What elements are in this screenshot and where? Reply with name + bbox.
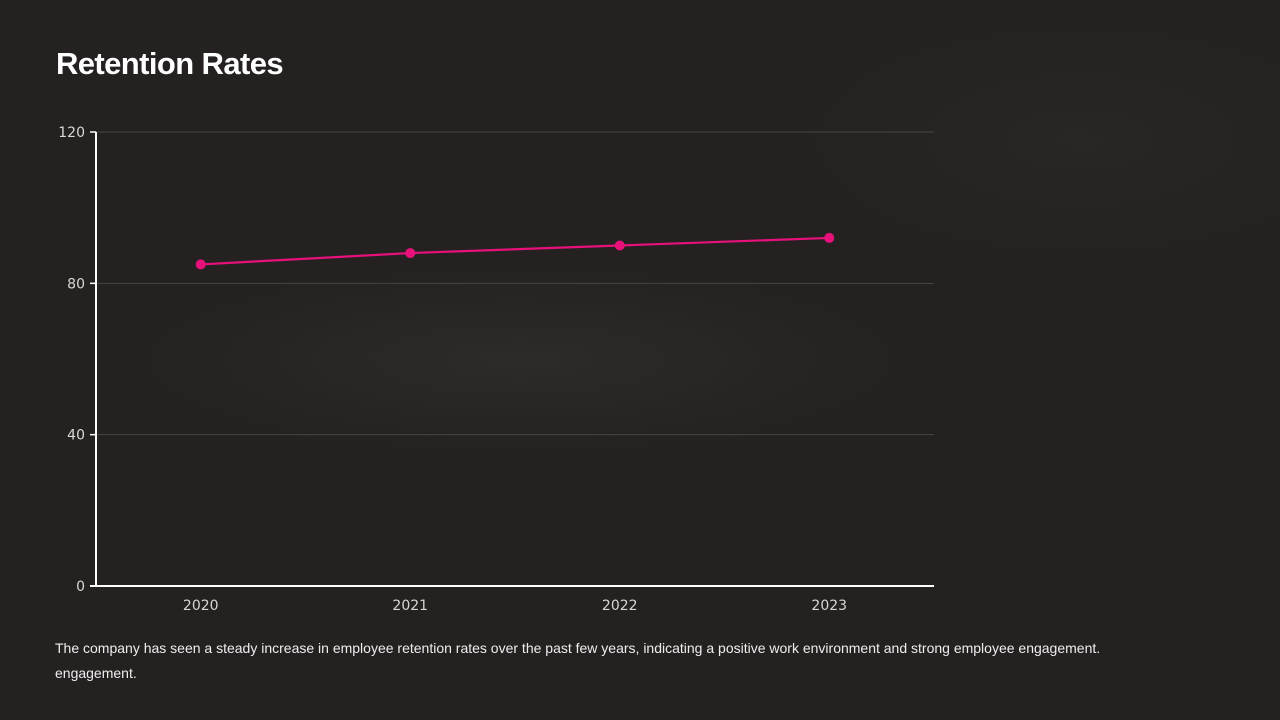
x-tick-label: 2022: [602, 598, 638, 614]
axes: [90, 131, 934, 587]
x-tick-label: 2020: [183, 598, 219, 614]
y-tick-label: 120: [58, 125, 85, 141]
series-line: [200, 236, 830, 266]
caption-line-2: engagement.: [55, 665, 137, 681]
y-tick-label: 0: [76, 579, 85, 595]
data-series: [195, 232, 835, 270]
chart-caption: The company has seen a steady increase i…: [55, 636, 1195, 686]
data-point-2021: [405, 248, 416, 259]
page-title: Retention Rates: [56, 46, 284, 81]
data-point-2020: [195, 259, 206, 270]
x-tick-label: 2021: [392, 598, 428, 614]
y-tick-label: 80: [67, 276, 85, 292]
y-tick-label: 40: [67, 428, 85, 444]
gridlines: [96, 131, 934, 436]
data-point-2022: [614, 240, 625, 251]
tick-labels: 0 40 80 120 2020 2021 2022 2023: [58, 125, 847, 614]
caption-line-1: The company has seen a steady increase i…: [55, 640, 1101, 656]
x-tick-label: 2023: [811, 598, 847, 614]
data-point-2023: [824, 232, 835, 243]
